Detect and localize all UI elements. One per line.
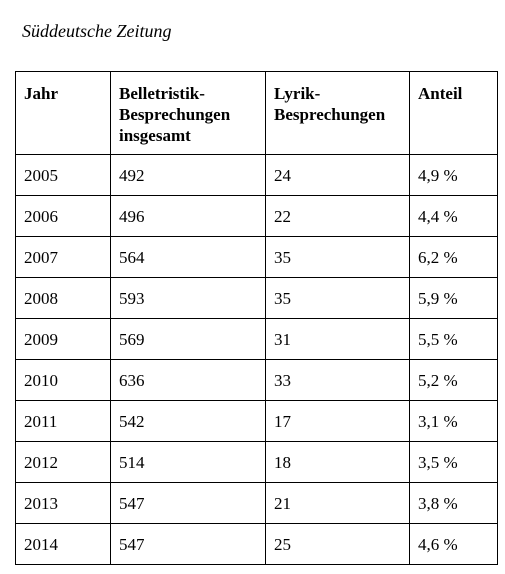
cell-belletristik: 564 [110, 236, 266, 278]
cell-belletristik: 514 [110, 441, 266, 483]
header-line: Lyrik- [274, 84, 321, 103]
cell-belletristik: 636 [110, 359, 266, 401]
cell-anteil: 5,5 % [409, 318, 498, 360]
cell-anteil: 3,8 % [409, 482, 498, 524]
cell-lyrik: 31 [265, 318, 410, 360]
cell-lyrik: 35 [265, 277, 410, 319]
cell-belletristik: 496 [110, 195, 266, 237]
cell-anteil: 6,2 % [409, 236, 498, 278]
header-line: Anteil [418, 84, 463, 103]
table-body: 2005 492 24 4,9 % 2006 496 22 4,4 % 2007… [15, 154, 498, 565]
cell-lyrik: 25 [265, 523, 410, 565]
table-row: 2008 593 35 5,9 % [15, 277, 498, 319]
cell-lyrik: 35 [265, 236, 410, 278]
cell-belletristik: 547 [110, 482, 266, 524]
header-line: Jahr [24, 84, 58, 103]
cell-lyrik: 21 [265, 482, 410, 524]
cell-lyrik: 22 [265, 195, 410, 237]
table-row: 2009 569 31 5,5 % [15, 318, 498, 360]
table-row: 2007 564 35 6,2 % [15, 236, 498, 278]
cell-jahr: 2005 [15, 154, 111, 196]
cell-jahr: 2007 [15, 236, 111, 278]
cell-belletristik: 542 [110, 400, 266, 442]
table-caption: Süddeutsche Zeitung [22, 21, 172, 41]
header-line: Belletristik- [119, 84, 205, 103]
reviews-table: Jahr Belletristik- Besprechungen insgesa… [15, 71, 498, 565]
cell-lyrik: 17 [265, 400, 410, 442]
header-belletristik: Belletristik- Besprechungen insgesamt [110, 71, 266, 155]
cell-lyrik: 18 [265, 441, 410, 483]
header-lyrik: Lyrik- Besprechungen [265, 71, 410, 155]
cell-anteil: 5,2 % [409, 359, 498, 401]
header-jahr: Jahr [15, 71, 111, 155]
table-row: 2012 514 18 3,5 % [15, 441, 498, 483]
cell-jahr: 2013 [15, 482, 111, 524]
table-row: 2010 636 33 5,2 % [15, 359, 498, 401]
cell-jahr: 2008 [15, 277, 111, 319]
cell-belletristik: 593 [110, 277, 266, 319]
cell-jahr: 2012 [15, 441, 111, 483]
table-row: 2014 547 25 4,6 % [15, 523, 498, 565]
table-row: 2005 492 24 4,9 % [15, 154, 498, 196]
cell-belletristik: 547 [110, 523, 266, 565]
cell-belletristik: 492 [110, 154, 266, 196]
cell-jahr: 2006 [15, 195, 111, 237]
header-line: Besprechungen [274, 105, 386, 124]
cell-jahr: 2009 [15, 318, 111, 360]
cell-jahr: 2014 [15, 523, 111, 565]
cell-lyrik: 24 [265, 154, 410, 196]
cell-jahr: 2011 [15, 400, 111, 442]
header-row: Jahr Belletristik- Besprechungen insgesa… [15, 71, 498, 155]
header-line: Besprechungen [119, 105, 231, 124]
cell-lyrik: 33 [265, 359, 410, 401]
cell-anteil: 5,9 % [409, 277, 498, 319]
cell-jahr: 2010 [15, 359, 111, 401]
table-header: Jahr Belletristik- Besprechungen insgesa… [15, 71, 498, 155]
table-row: 2006 496 22 4,4 % [15, 195, 498, 237]
cell-anteil: 4,4 % [409, 195, 498, 237]
cell-anteil: 3,5 % [409, 441, 498, 483]
table-row: 2011 542 17 3,1 % [15, 400, 498, 442]
cell-anteil: 4,9 % [409, 154, 498, 196]
cell-anteil: 4,6 % [409, 523, 498, 565]
header-line: insgesamt [119, 126, 191, 145]
table-row: 2013 547 21 3,8 % [15, 482, 498, 524]
header-anteil: Anteil [409, 71, 498, 155]
cell-belletristik: 569 [110, 318, 266, 360]
cell-anteil: 3,1 % [409, 400, 498, 442]
